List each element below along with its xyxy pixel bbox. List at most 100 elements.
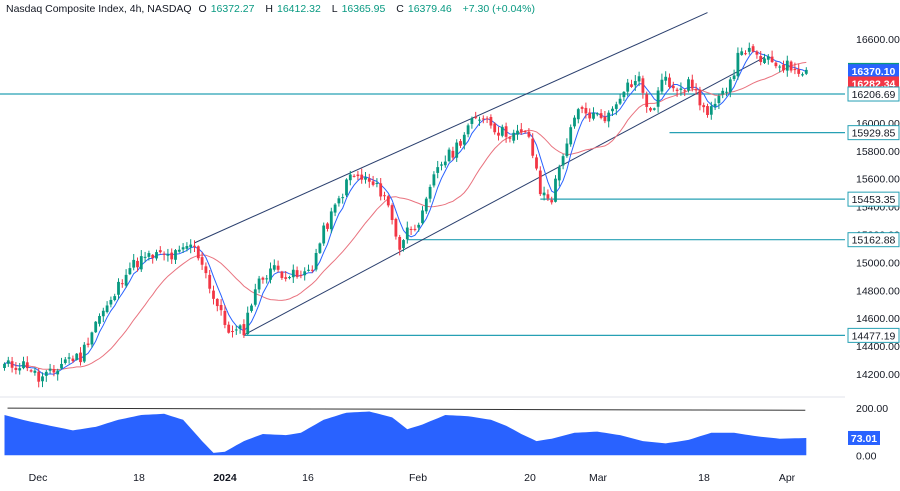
candle-body: [170, 252, 174, 260]
candle-body: [398, 236, 402, 250]
candle-body: [227, 324, 231, 333]
y-tick-label: 14200.00: [856, 369, 900, 381]
candle-body: [641, 78, 645, 93]
candle-body: [284, 277, 288, 279]
candle-body: [649, 108, 652, 111]
candle-body: [523, 131, 527, 133]
candle-body: [79, 352, 82, 363]
candle-body: [352, 175, 356, 177]
candle-body: [295, 270, 299, 277]
symbol-title: Nasdaq Composite Index, 4h, NASDAQ: [6, 3, 192, 15]
ma-fast-line: [4, 50, 807, 375]
candle-body: [261, 277, 265, 280]
price-tag-label: 15453.35: [852, 194, 896, 206]
candle-body: [466, 125, 470, 135]
ma-slow-line: [4, 61, 807, 371]
candle-body: [546, 194, 550, 199]
candle-body: [801, 74, 804, 76]
price-tag-label: 15162.88: [852, 235, 896, 247]
candle-body: [493, 123, 497, 133]
candle-body: [675, 89, 679, 91]
candle-body: [299, 274, 303, 276]
price-tag: 15162.88: [847, 232, 900, 248]
candle-body: [14, 367, 18, 370]
candle-body: [33, 370, 37, 373]
candle-body: [234, 329, 238, 331]
candle-body: [516, 130, 519, 135]
price-tag-box: [847, 125, 900, 141]
candle-body: [728, 79, 732, 93]
candle-body: [706, 106, 709, 115]
candle-body: [147, 253, 151, 257]
candle-body: [242, 324, 246, 336]
candle-body: [531, 138, 535, 156]
candle-body: [383, 195, 386, 197]
candle-body: [561, 156, 565, 166]
candle-body: [789, 61, 793, 71]
candle-body: [44, 371, 48, 376]
candle-body: [751, 46, 755, 52]
candle-body: [637, 76, 641, 82]
price-tag: 15929.85: [847, 125, 900, 141]
candle-body: [580, 107, 584, 109]
price-tag: 15453.35: [847, 191, 900, 207]
x-tick-label: 16: [302, 472, 314, 484]
candle-body: [497, 132, 500, 136]
candle-body: [386, 196, 390, 206]
candle-body: [345, 179, 348, 196]
candle-body: [782, 64, 785, 71]
candle-body: [474, 117, 478, 119]
candle-body: [679, 88, 683, 90]
y-tick-label: 16600.00: [856, 34, 900, 46]
candle-body: [303, 271, 307, 276]
candle-body: [48, 368, 52, 371]
price-tag: 16206.69: [847, 86, 900, 102]
candle-body: [177, 249, 181, 252]
candle-body: [440, 164, 443, 166]
price-tag-box: [847, 191, 900, 207]
candle-body: [67, 357, 71, 359]
candle-body: [592, 112, 595, 119]
candle-body: [22, 361, 25, 369]
candle-body: [136, 260, 139, 268]
candle-body: [82, 344, 86, 362]
candle-body: [181, 247, 185, 250]
candle-body: [185, 246, 189, 249]
candle-body: [356, 174, 360, 177]
candle-body: [763, 58, 766, 63]
candle-body: [189, 244, 193, 248]
candle-body: [504, 126, 508, 137]
candle-body: [424, 198, 428, 212]
candle-body: [158, 250, 162, 253]
candle-body: [630, 84, 633, 87]
candle-body: [599, 113, 603, 118]
candle-body: [569, 127, 573, 145]
candle-body: [428, 186, 432, 199]
candle-body: [645, 94, 649, 107]
price-tag-box: [847, 232, 900, 248]
candle-body: [56, 370, 60, 375]
candle-body: [538, 170, 542, 195]
candle-body: [436, 167, 440, 173]
candle-body: [527, 131, 531, 137]
candle-body: [117, 281, 120, 295]
candle-body: [371, 181, 375, 185]
candle-body: [744, 53, 747, 55]
candle-body: [276, 265, 280, 270]
candle-body: [500, 126, 504, 136]
x-tick-label: Apr: [779, 472, 796, 484]
price-tag-label: 16206.69: [852, 89, 896, 101]
candle-body: [709, 106, 713, 115]
candle-body: [208, 274, 212, 289]
candle-body: [253, 289, 257, 305]
candle-body: [447, 149, 451, 162]
candle-body: [94, 321, 98, 333]
candle-body: [633, 81, 637, 86]
candle-body: [63, 359, 67, 363]
candle-body: [554, 178, 557, 202]
candle-body: [603, 116, 607, 122]
candle-body: [29, 370, 33, 372]
candle-body: [519, 129, 523, 133]
